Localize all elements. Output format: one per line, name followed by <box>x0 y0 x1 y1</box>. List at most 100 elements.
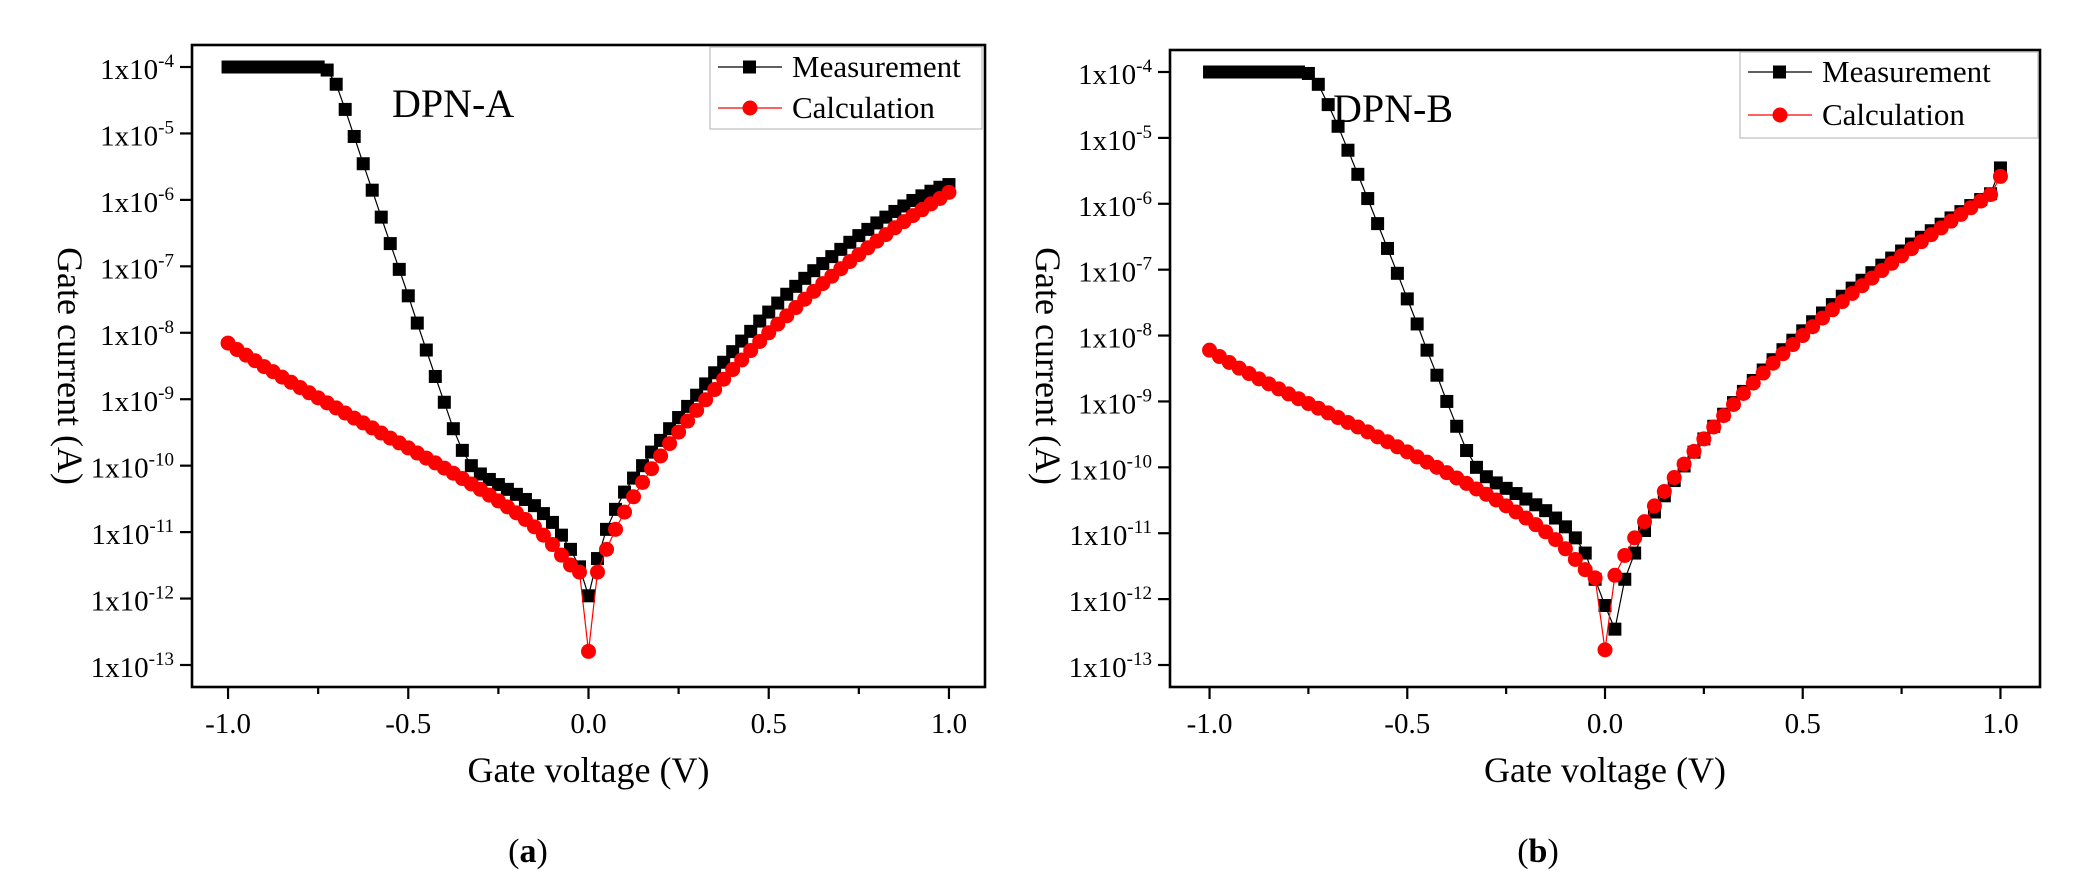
data-point-square <box>1509 487 1523 501</box>
data-point-square <box>1321 98 1335 112</box>
chart-panel-b: -1.0 -0.5 0.0 0.5 1.0 1x10-4 1x10-5 1x10-6 1x10-… <box>1028 48 2042 870</box>
x-tick-label: -0.5 <box>385 708 431 740</box>
data-point-circle <box>941 184 957 200</box>
data-point-square <box>1292 65 1306 79</box>
y-tick-label: 1x10-7 <box>1078 254 1152 289</box>
data-point-circle <box>1805 319 1821 335</box>
data-point-square <box>1301 66 1315 80</box>
legend-marker-square <box>743 60 756 74</box>
y-tick-label: 1x10-4 <box>100 51 174 86</box>
data-point-circle <box>707 382 723 398</box>
data-point-circle <box>680 413 696 429</box>
data-point-circle <box>1795 328 1811 344</box>
x-axis-label: Gate voltage (V) <box>1484 750 1726 790</box>
x-tick-label: 1.0 <box>1982 708 2018 740</box>
data-point-circle <box>1992 168 2008 184</box>
data-point-square <box>392 262 406 276</box>
data-point-square <box>1539 504 1553 518</box>
series-measurement <box>1203 65 2007 636</box>
y-tick-label: 1x10-4 <box>1078 56 1152 91</box>
data-point-circle <box>1666 470 1682 486</box>
data-point-square <box>1232 65 1246 79</box>
y-tick-label: 1x10-13 <box>91 649 174 684</box>
data-point-square <box>1558 520 1572 534</box>
legend-label: Calculation <box>1822 97 1965 132</box>
data-point-square <box>1489 476 1503 490</box>
legend: Measurement Calculation <box>1739 51 2039 139</box>
data-point-square <box>365 183 379 197</box>
series-line <box>227 191 950 652</box>
data-point-square <box>356 157 370 171</box>
data-point-square <box>1519 492 1533 506</box>
data-point-circle <box>1706 419 1722 435</box>
data-point-circle <box>1637 514 1653 530</box>
data-point-circle <box>1627 530 1643 546</box>
y-tick-label: 1x10-11 <box>91 516 174 551</box>
data-point-circle <box>1775 346 1791 362</box>
data-point-square <box>1262 65 1276 79</box>
data-point-square <box>329 77 343 91</box>
data-point-square <box>1351 167 1365 181</box>
y-axis-label: Gate current (A) <box>50 247 90 485</box>
sample-annotation: DPN-B <box>1333 86 1453 131</box>
data-point-square <box>1598 598 1612 612</box>
x-tick-label: 1.0 <box>931 708 967 740</box>
data-point-circle <box>1824 302 1840 318</box>
data-point-square <box>1390 266 1404 280</box>
sample-annotation: DPN-A <box>392 81 514 126</box>
data-point-square <box>1212 65 1226 79</box>
data-point-circle <box>725 362 741 378</box>
y-tick-label: 1x10-12 <box>91 583 174 618</box>
data-point-circle <box>599 541 615 557</box>
data-point-square <box>1499 481 1513 495</box>
data-point-circle <box>644 461 660 477</box>
data-point-square <box>419 343 433 357</box>
data-point-square <box>582 589 595 603</box>
data-point-circle <box>1676 456 1692 472</box>
data-point-circle <box>544 537 560 553</box>
data-point-circle <box>1745 375 1761 391</box>
data-point-circle <box>653 448 669 464</box>
data-point-circle <box>1686 443 1702 459</box>
plot-frame <box>1168 48 2042 689</box>
data-point-square <box>1361 192 1375 206</box>
y-tick-label: 1x10-9 <box>1078 385 1152 420</box>
data-point-circle <box>1548 532 1564 548</box>
data-point-square <box>1203 65 1217 79</box>
data-point-square <box>374 210 388 224</box>
data-point-square <box>410 316 424 330</box>
y-tick-label: 1x10-13 <box>1069 649 1152 684</box>
data-point-square <box>1282 65 1296 79</box>
data-point-square <box>545 515 559 529</box>
y-tick-label: 1x10-8 <box>100 317 174 352</box>
data-point-square <box>1529 498 1543 512</box>
data-point-circle <box>1617 547 1633 563</box>
data-point-circle <box>1597 642 1613 658</box>
x-tick-label: -0.5 <box>1384 708 1430 740</box>
legend-label: Measurement <box>1822 54 1991 89</box>
data-point-circle <box>1577 562 1593 578</box>
data-point-circle <box>535 527 551 543</box>
data-point-circle <box>1607 567 1623 583</box>
data-point-square <box>437 395 451 409</box>
data-point-square <box>446 422 460 436</box>
data-point-square <box>347 129 361 143</box>
data-point-square <box>726 345 740 359</box>
data-point-circle <box>1557 541 1573 557</box>
data-point-circle <box>1755 365 1771 381</box>
y-tick-label: 1x10-12 <box>1069 583 1152 618</box>
y-axis-label: Gate current (A) <box>1028 247 1068 485</box>
data-point-square <box>1381 241 1394 255</box>
legend: Measurement Calculation <box>709 46 983 130</box>
data-point-circle <box>581 643 596 659</box>
data-point-square <box>1479 470 1493 484</box>
data-point-square <box>1430 368 1444 382</box>
data-point-circle <box>617 504 633 520</box>
data-point-square <box>1420 343 1434 357</box>
legend-marker-circle <box>742 100 758 116</box>
data-point-square <box>455 443 469 457</box>
series-line <box>228 66 950 599</box>
data-point-square <box>1460 444 1474 458</box>
data-point-circle <box>671 424 687 440</box>
data-point-circle <box>698 392 714 408</box>
